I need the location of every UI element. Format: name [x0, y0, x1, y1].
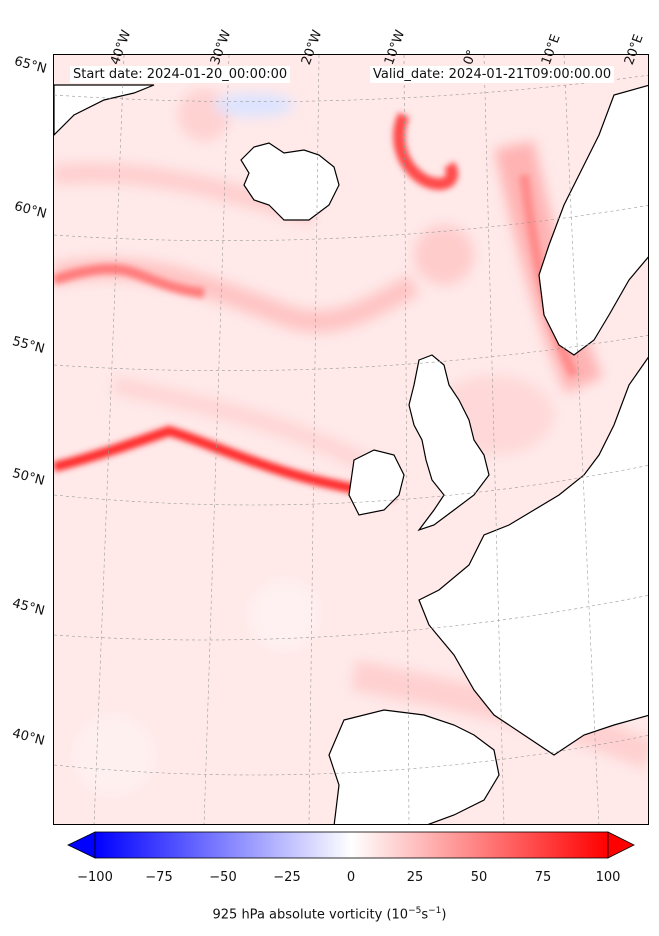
lat-label: 60°N [12, 199, 49, 222]
colorbar-tick: −75 [145, 870, 173, 885]
colorbar-tick: −100 [77, 870, 113, 885]
colorbar-tick: 0 [346, 870, 356, 885]
scandinavia [538, 84, 648, 356]
iceland [240, 142, 340, 221]
lat-label: 65°N [12, 54, 49, 77]
iberia [328, 709, 500, 824]
coastlines [54, 84, 648, 824]
colorbar-label: 925 hPa absolute vorticity (10−5s−1) [212, 906, 447, 923]
greenland [54, 84, 155, 136]
colorbar-tick: 100 [595, 870, 621, 885]
lat-label: 40°N [10, 726, 47, 749]
vorticity-map [53, 54, 649, 825]
colorbar-max-extend [607, 831, 635, 859]
colorbar-tick: 75 [534, 870, 552, 885]
continental-europe [418, 356, 648, 756]
ireland [348, 449, 405, 516]
valid-date-label: Valid_date: 2024-01-21T09:00:00.00 [370, 66, 615, 83]
lat-label: 50°N [10, 466, 47, 489]
map-canvas [54, 55, 648, 824]
colorbar-tick: 25 [406, 870, 424, 885]
colorbar-tick: −50 [209, 870, 237, 885]
colorbar-min-extend [67, 831, 96, 859]
colorbar-tick: 50 [470, 870, 488, 885]
start-date-label: Start date: 2024-01-20_00:00:00 [70, 66, 291, 83]
lat-label: 55°N [10, 334, 47, 357]
colorbar-tick: −25 [273, 870, 301, 885]
colorbar [67, 831, 635, 859]
lat-label: 45°N [10, 596, 47, 619]
colorbar-gradient [94, 831, 609, 859]
great-britain [408, 354, 490, 532]
graticule [54, 55, 648, 824]
